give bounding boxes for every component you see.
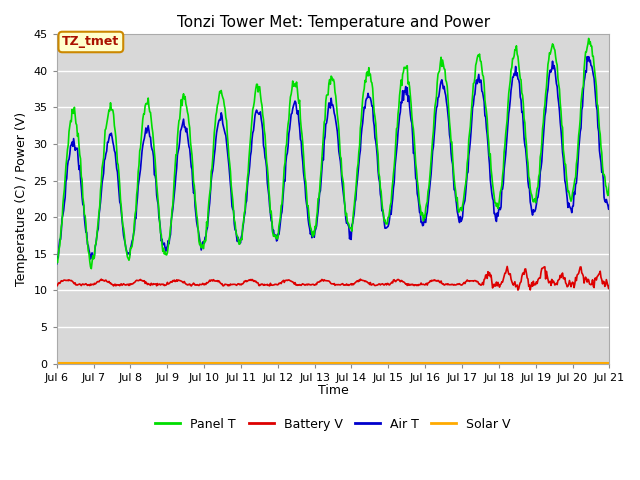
Legend: Panel T, Battery V, Air T, Solar V: Panel T, Battery V, Air T, Solar V — [150, 413, 516, 436]
Y-axis label: Temperature (C) / Power (V): Temperature (C) / Power (V) — [15, 112, 28, 286]
X-axis label: Time: Time — [317, 384, 348, 397]
Title: Tonzi Tower Met: Temperature and Power: Tonzi Tower Met: Temperature and Power — [177, 15, 490, 30]
Text: TZ_tmet: TZ_tmet — [62, 36, 120, 48]
